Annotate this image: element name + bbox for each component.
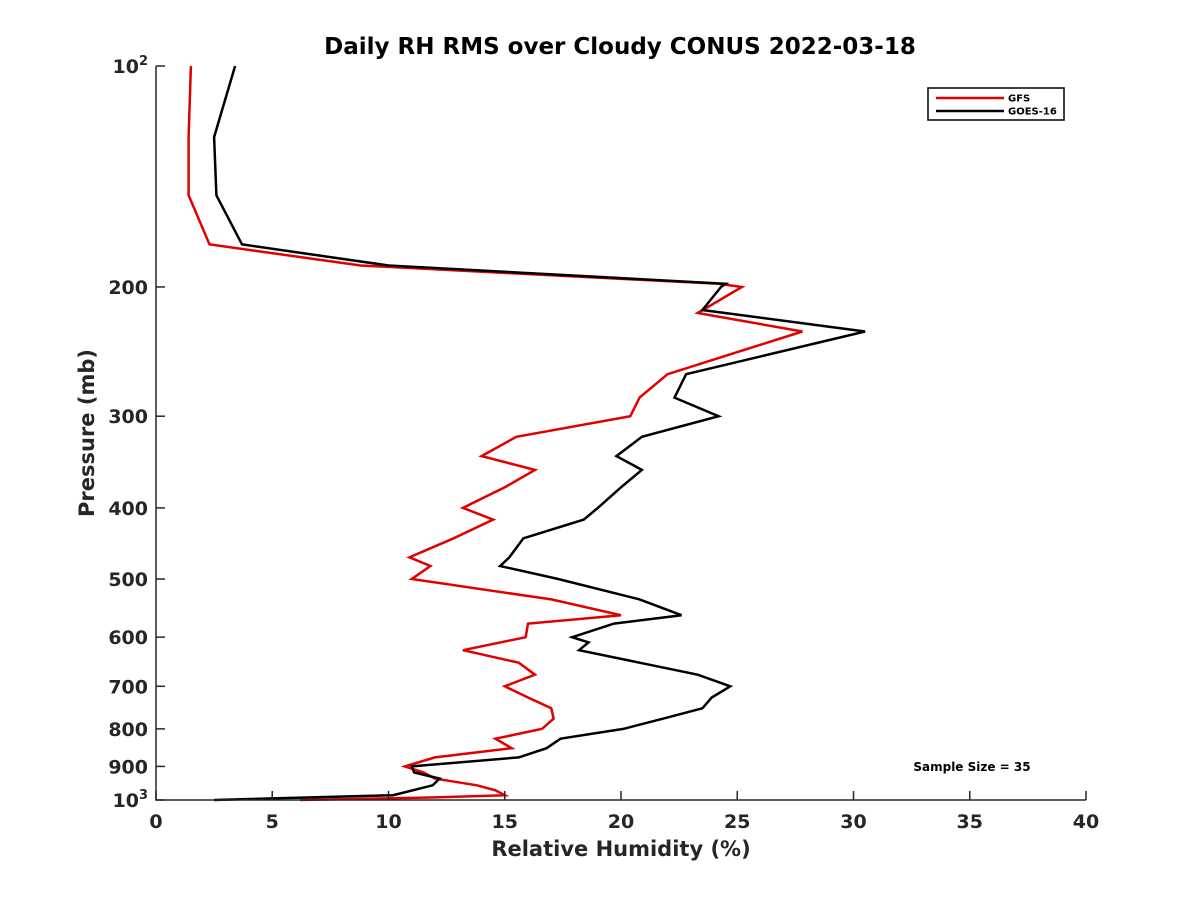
x-axis: 0 5 10 15 20 25 30 35 40 (149, 791, 1099, 833)
x-tick-label: 10 (375, 811, 401, 833)
y-tick-label: 800 (108, 719, 148, 741)
sample-size-annotation: Sample Size = 35 (913, 760, 1030, 774)
y-axis-label: Pressure (mb) (75, 349, 99, 517)
series-line-gfs (187, 65, 803, 802)
x-tick-label: 20 (608, 811, 634, 833)
y-tick-label: 200 (108, 277, 148, 299)
chart-title: Daily RH RMS over Cloudy CONUS 2022-03-1… (324, 34, 916, 60)
y-tick-label: 900 (108, 756, 148, 778)
y-tick-label: 400 (108, 498, 148, 520)
x-tick-label: 5 (266, 811, 279, 833)
y-axis: 102 200 300 400 500 600 700 800 900 103 (108, 54, 165, 812)
y-tick-label: 103 (113, 788, 149, 812)
x-tick-label: 40 (1073, 811, 1099, 833)
x-axis-label: Relative Humidity (%) (491, 837, 750, 861)
legend-label-goes16: GOES-16 (1008, 107, 1057, 118)
x-tick-label: 25 (724, 811, 750, 833)
plot-area: 0 5 10 15 20 25 30 35 40 102 200 300 400 500 600 700 80… (108, 54, 1099, 833)
x-tick-label: 0 (149, 811, 162, 833)
legend-label-gfs: GFS (1008, 94, 1030, 105)
series-line-goes-16 (212, 65, 866, 802)
y-tick-label: 700 (108, 676, 148, 698)
x-tick-label: 35 (957, 811, 983, 833)
y-tick-label: 600 (108, 627, 148, 649)
y-tick-label: 102 (113, 54, 149, 78)
legend-box (927, 87, 1065, 121)
x-tick-label: 30 (840, 811, 866, 833)
y-tick-label: 300 (108, 406, 148, 428)
series-layer (187, 65, 866, 802)
axes-box (155, 66, 1086, 801)
x-tick-label: 15 (492, 811, 518, 833)
legend: GFS GOES-16 (927, 87, 1065, 121)
y-tick-label: 500 (108, 569, 148, 591)
